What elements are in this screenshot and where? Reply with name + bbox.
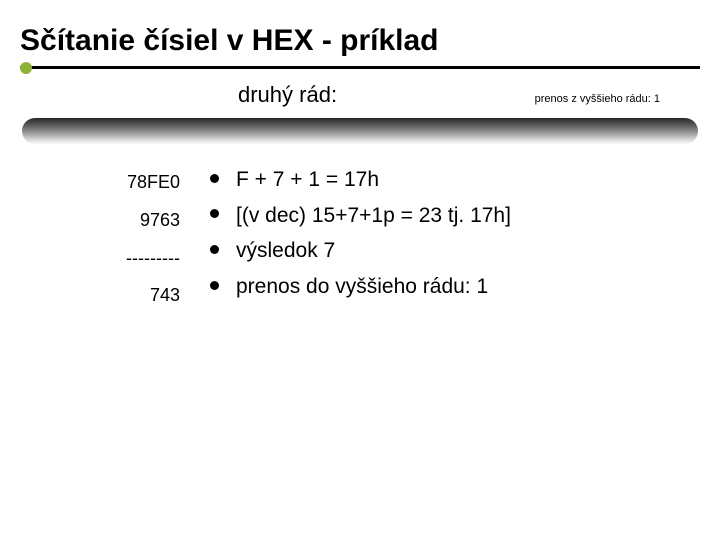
list-item: [(v dec) 15+7+1p = 23 tj. 17h] bbox=[210, 198, 700, 234]
list-item: prenos do vyššieho rádu: 1 bbox=[210, 269, 700, 305]
number-row: 9763 bbox=[20, 202, 180, 240]
bullets-column: F + 7 + 1 = 17h [(v dec) 15+7+1p = 23 tj… bbox=[200, 162, 700, 315]
carry-note: prenos z vyššieho rádu: 1 bbox=[535, 93, 660, 105]
underline-dot-icon bbox=[20, 62, 32, 74]
content-area: 78FE0 9763 --------- 743 F + 7 + 1 = 17h… bbox=[0, 162, 720, 315]
numbers-column: 78FE0 9763 --------- 743 bbox=[20, 162, 200, 315]
subtitle-row: druhý rád: prenos z vyššieho rádu: 1 bbox=[0, 82, 720, 112]
number-row: 743 bbox=[20, 277, 180, 315]
number-row: --------- bbox=[20, 240, 180, 278]
title-underline bbox=[20, 66, 700, 76]
bullet-list: F + 7 + 1 = 17h [(v dec) 15+7+1p = 23 tj… bbox=[210, 162, 700, 305]
underline-bar bbox=[20, 66, 700, 69]
list-item: F + 7 + 1 = 17h bbox=[210, 162, 700, 198]
subtitle-text: druhý rád: bbox=[238, 82, 337, 108]
slide-title: Sčítanie čísiel v HEX - príklad bbox=[0, 0, 720, 66]
number-row: 78FE0 bbox=[20, 164, 180, 202]
list-item: výsledok 7 bbox=[210, 233, 700, 269]
decorative-shadow-bar bbox=[22, 118, 698, 144]
